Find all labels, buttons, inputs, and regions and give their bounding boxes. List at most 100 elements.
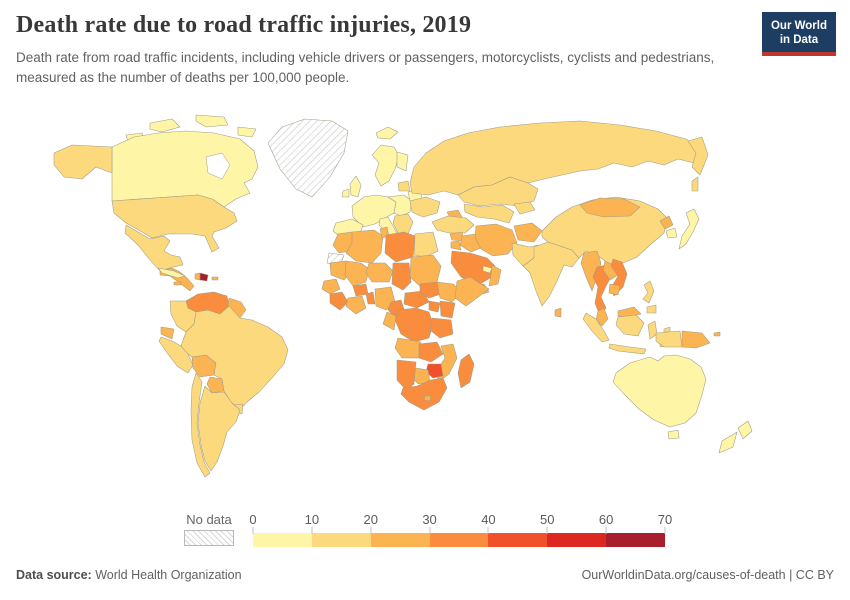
region-angola[interactable]: Angola — [394, 337, 422, 359]
region-egypt[interactable]: Egypt — [413, 231, 439, 258]
region-mexico[interactable]: Mexico — [124, 224, 184, 272]
region-philippines-mindanao[interactable]: Philippines (Mindanao) — [646, 304, 657, 314]
region-ukraine[interactable]: Ukraine — [409, 196, 441, 218]
region-south-korea[interactable]: South Korea — [665, 227, 678, 239]
region-ecuador[interactable]: Ecuador — [160, 326, 175, 340]
region-chile[interactable]: Chile — [190, 372, 211, 478]
region-afghanistan[interactable]: Afghanistan — [513, 222, 543, 243]
region-mongolia[interactable]: Mongolia — [579, 197, 641, 218]
region-lesotho[interactable]: Lesotho — [423, 395, 432, 402]
region-burkina-faso[interactable]: Burkina Faso — [352, 283, 369, 297]
region-uganda[interactable]: Uganda — [428, 300, 441, 313]
region-peru[interactable]: Peru — [158, 336, 194, 374]
region-mali[interactable]: Mali — [344, 260, 370, 287]
region-libya[interactable]: Libya — [384, 231, 416, 263]
legend-segment-0-10[interactable] — [253, 533, 312, 547]
region-baltics[interactable]: Baltic states — [397, 180, 411, 192]
region-zambia[interactable]: Zambia — [418, 341, 444, 363]
region-tanzania[interactable]: Tanzania — [429, 317, 454, 339]
credit-line[interactable]: OurWorldinData.org/causes-of-death | CC … — [581, 568, 834, 582]
region-senegal[interactable]: Senegal — [321, 278, 341, 295]
region-japan[interactable]: Japan — [678, 208, 700, 250]
region-russia-sakhalin[interactable]: Russia — [691, 176, 699, 192]
region-iran[interactable]: Iran — [474, 223, 518, 257]
legend-segment-10-20[interactable] — [311, 533, 371, 547]
region-myanmar[interactable]: Myanmar — [580, 250, 602, 292]
region-chad[interactable]: Chad — [391, 262, 412, 291]
region-niger[interactable]: Niger — [365, 262, 394, 283]
region-north-korea[interactable]: North Korea — [659, 215, 674, 230]
owid-logo[interactable]: Our World in Data — [761, 12, 836, 57]
region-philippines[interactable]: Philippines — [642, 280, 655, 304]
region-congo-gabon[interactable]: Congo / Gabon — [382, 311, 397, 331]
region-papua-new-guinea[interactable]: Papua New Guinea — [681, 330, 711, 349]
region-uae[interactable]: United Arab Emirates — [482, 265, 493, 274]
region-alaska[interactable]: Alaska (United States) — [53, 144, 113, 180]
legend-tickmark — [664, 527, 666, 534]
region-canada-arctic[interactable]: Canadian Arctic Islands — [237, 126, 257, 138]
legend-segment-60-70[interactable] — [606, 533, 666, 547]
region-madagascar[interactable]: Madagascar — [457, 353, 475, 389]
region-jamaica[interactable]: Jamaica — [173, 281, 182, 286]
region-somalia[interactable]: Somalia — [454, 276, 490, 307]
legend-tickmark — [252, 527, 254, 534]
region-brazil[interactable]: Brazil — [180, 305, 289, 411]
region-indonesia-maluku[interactable]: Indonesia (eastern islands) — [663, 326, 671, 333]
region-ireland[interactable]: Ireland — [341, 188, 350, 198]
region-iceland[interactable]: Iceland — [375, 126, 399, 140]
region-togo-benin[interactable]: Togo / Benin — [365, 291, 376, 305]
legend-segment-40-50[interactable] — [488, 533, 548, 547]
region-central-asia[interactable]: Uzbekistan / Turkmenistan — [463, 203, 515, 224]
region-greenland[interactable]: Greenland — [267, 118, 349, 198]
region-australia[interactable]: Australia — [612, 354, 707, 428]
region-finland[interactable]: Finland — [396, 151, 409, 172]
region-saudi-arabia[interactable]: Saudi Arabia — [450, 250, 496, 287]
region-canada-arctic[interactable]: Canadian Arctic Islands — [149, 118, 181, 133]
region-canada-arctic[interactable]: Canadian Arctic Islands — [195, 114, 229, 128]
region-paraguay[interactable]: Paraguay — [206, 376, 225, 394]
region-russia[interactable]: Russia — [409, 120, 701, 196]
region-argentina[interactable]: Argentina — [197, 385, 241, 472]
region-indonesia-sulawesi[interactable]: Indonesia (Sulawesi) — [647, 320, 658, 340]
region-south-africa[interactable]: South Africa — [400, 377, 448, 411]
region-oman[interactable]: Oman — [488, 264, 502, 287]
region-usa[interactable]: United States — [111, 194, 238, 253]
region-namibia[interactable]: Namibia — [396, 359, 417, 391]
region-uk[interactable]: United Kingdom — [349, 175, 362, 198]
region-norway-sweden[interactable]: Norway / Sweden — [371, 144, 400, 187]
region-turkey[interactable]: Turkey — [431, 215, 475, 234]
region-cambodia[interactable]: Cambodia — [608, 283, 621, 296]
no-data-swatch[interactable] — [184, 530, 234, 546]
region-south-sudan[interactable]: South Sudan — [419, 281, 442, 299]
region-west-papua[interactable]: Indonesia (Papua) — [655, 330, 683, 348]
region-ivory-coast-ghana[interactable]: Côte d'Ivoire / Ghana — [345, 295, 367, 315]
region-dominican-republic[interactable]: Dominican Republic — [199, 272, 209, 282]
region-png-islands[interactable]: Papua New Guinea islands — [713, 331, 721, 337]
region-indonesia-borneo[interactable]: Indonesia (Kalimantan) — [615, 314, 645, 337]
region-indonesia-java[interactable]: Indonesia (Java) — [608, 343, 647, 355]
region-cuba[interactable]: Cuba — [157, 267, 186, 279]
legend-segment-30-40[interactable] — [429, 533, 489, 547]
region-haiti[interactable]: Haiti — [194, 272, 201, 281]
region-kazakhstan[interactable]: Kazakhstan — [457, 176, 539, 207]
region-sri-lanka[interactable]: Sri Lanka — [554, 307, 562, 318]
region-drc[interactable]: Democratic Republic of Congo — [394, 307, 434, 343]
region-puerto-rico[interactable]: Puerto Rico — [211, 276, 219, 281]
region-malaysia[interactable]: Malaysia (peninsular) — [595, 307, 609, 327]
region-indonesia-sumatra[interactable]: Indonesia (Sumatra) — [582, 312, 610, 343]
region-jordan[interactable]: Jordan — [450, 240, 462, 251]
region-sudan[interactable]: Sudan — [409, 254, 442, 287]
region-central-europe[interactable]: Central Europe — [387, 194, 413, 217]
data-source-label: Data source: — [16, 568, 92, 582]
region-guinea[interactable]: Guinea / Sierra Leone / Liberia — [329, 291, 349, 311]
region-new-zealand-north[interactable]: New Zealand (North Island) — [737, 420, 753, 440]
region-canada[interactable]: Canada — [111, 130, 259, 208]
region-tasmania[interactable]: Tasmania (Australia) — [667, 429, 680, 440]
region-new-zealand-south[interactable]: New Zealand (South Island) — [718, 431, 738, 454]
region-russia-east[interactable]: Russia — [687, 136, 709, 176]
legend-segment-50-60[interactable] — [547, 533, 607, 547]
region-kenya[interactable]: Kenya — [439, 300, 456, 319]
legend-segment-20-30[interactable] — [370, 533, 430, 547]
color-scale-bar[interactable] — [253, 533, 666, 547]
region-kyrgyzstan[interactable]: Kyrgyzstan / Tajikistan — [513, 201, 536, 215]
